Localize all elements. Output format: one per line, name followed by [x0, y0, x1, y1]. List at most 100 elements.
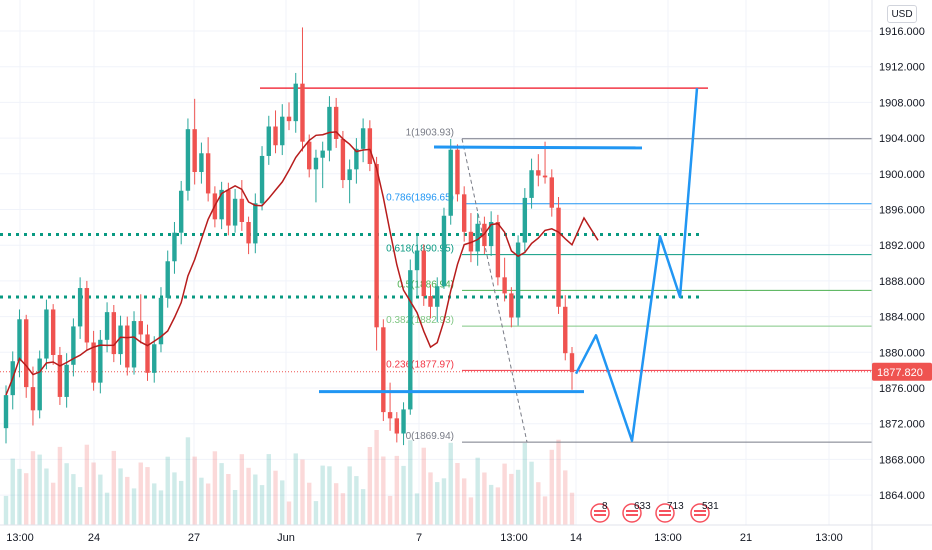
- time-tick-label: 24: [88, 532, 100, 544]
- candle-body: [509, 293, 514, 318]
- candle-body: [307, 141, 312, 170]
- volume-bar: [542, 496, 548, 525]
- volume-bar: [320, 465, 325, 525]
- volume-bar: [71, 474, 76, 525]
- flag-stripe: [659, 514, 671, 516]
- candle-body: [253, 203, 258, 244]
- volume-bar: [360, 489, 366, 525]
- candle-body: [367, 128, 373, 164]
- fib-level-label: 1(1903.93): [406, 128, 454, 139]
- candle-body: [354, 148, 359, 170]
- candle-body: [185, 129, 191, 191]
- candle-body: [327, 106, 332, 151]
- volume-bar: [536, 482, 541, 525]
- time-tick-label: 27: [188, 532, 200, 544]
- candle-body: [239, 198, 245, 222]
- candle-body: [152, 344, 157, 373]
- candle-body: [495, 221, 501, 278]
- moving-average-line: [5, 131, 599, 396]
- volume-bar: [569, 492, 575, 525]
- candle-body: [387, 412, 393, 419]
- event-badge-count: 8: [602, 501, 608, 512]
- event-badge-count: 633: [634, 501, 651, 512]
- event-badge[interactable]: 633: [622, 501, 651, 523]
- time-tick-label: 13:00: [500, 532, 528, 544]
- volume-bars: [3, 430, 575, 525]
- candle-body: [246, 221, 251, 244]
- candle-body: [98, 339, 103, 383]
- candle-body: [340, 138, 346, 181]
- volume-bar: [448, 442, 453, 525]
- horizontal-levels[interactable]: [0, 87, 872, 373]
- candle-body: [165, 261, 170, 298]
- price-tick-label: 1864.000: [879, 490, 925, 502]
- volume-bar: [340, 493, 346, 525]
- projection-path: [574, 87, 699, 442]
- volume-bar: [488, 484, 494, 525]
- candle-body: [435, 286, 440, 307]
- volume-bar: [172, 472, 177, 525]
- volume-bar: [421, 447, 426, 525]
- volume-bar: [387, 495, 393, 525]
- currency-button[interactable]: USD: [887, 5, 917, 23]
- flag-stripe: [594, 514, 606, 516]
- event-badge[interactable]: 531: [690, 501, 719, 523]
- candle-body: [374, 163, 379, 328]
- fib-level-label: 0.786(1896.65): [386, 193, 454, 204]
- volume-bar: [307, 482, 312, 525]
- fib-level-label: 0.236(1877.97): [386, 359, 454, 370]
- fib-level-label: 0(1869.94): [406, 431, 454, 442]
- volume-bar: [232, 490, 238, 525]
- volume-bar: [313, 501, 319, 525]
- candle-body: [475, 223, 480, 252]
- time-tick-label: 13:00: [654, 532, 682, 544]
- volume-bar: [354, 476, 359, 525]
- price-axis[interactable]: 1916.000 1912.000 1908.000 1904.000 1900.000…: [871, 0, 932, 550]
- candle-body: [300, 83, 305, 142]
- fib-level-label: 0.618(1890.95): [386, 244, 454, 255]
- price-tick-label: 1904.000: [879, 133, 925, 145]
- candle-body: [536, 170, 541, 176]
- volume-bar: [185, 437, 191, 525]
- candle-body: [84, 288, 90, 343]
- candle-body: [280, 116, 285, 146]
- volume-bar: [394, 455, 400, 525]
- price-tick-label: 1916.000: [879, 26, 925, 38]
- candle-body: [77, 288, 83, 327]
- candle-body: [542, 175, 548, 178]
- fib-trend-line: [461, 138, 528, 443]
- event-badges[interactable]: 8 633 713 531: [590, 501, 719, 523]
- volume-bar: [509, 473, 514, 525]
- volume-bar: [273, 470, 278, 525]
- candle-body: [118, 325, 123, 355]
- price-tick-label: 1876.000: [879, 383, 925, 395]
- flag-stripe: [694, 514, 706, 516]
- candle-body: [57, 354, 63, 397]
- candle-body: [549, 177, 554, 208]
- volume-bar: [111, 450, 117, 525]
- candle-body: [556, 207, 561, 307]
- volume-bar: [253, 474, 258, 525]
- volume-bar: [556, 439, 561, 525]
- volume-bar: [374, 430, 379, 525]
- volume-bar: [280, 480, 285, 525]
- time-tick-label: 7: [416, 532, 422, 544]
- event-badge[interactable]: 713: [655, 501, 684, 523]
- flag-stripe: [594, 510, 606, 512]
- volume-bar: [347, 466, 352, 525]
- volume-bar: [293, 453, 298, 525]
- candle-body: [111, 312, 117, 355]
- candle-body: [515, 242, 521, 318]
- volume-bar: [57, 446, 63, 525]
- time-axis[interactable]: 13:00 24 27 Jun 7 13:00 14 21 13:00 13:00: [0, 524, 932, 544]
- volume-bar: [549, 449, 554, 525]
- candle-body: [266, 126, 271, 156]
- drawings-layer[interactable]: [319, 87, 699, 442]
- volume-bar: [205, 483, 211, 525]
- candle-body: [17, 319, 22, 362]
- price-tick-label: 1912.000: [879, 62, 925, 74]
- volume-bar: [246, 467, 251, 525]
- volume-bar: [158, 490, 164, 525]
- event-badge[interactable]: 8: [590, 501, 610, 523]
